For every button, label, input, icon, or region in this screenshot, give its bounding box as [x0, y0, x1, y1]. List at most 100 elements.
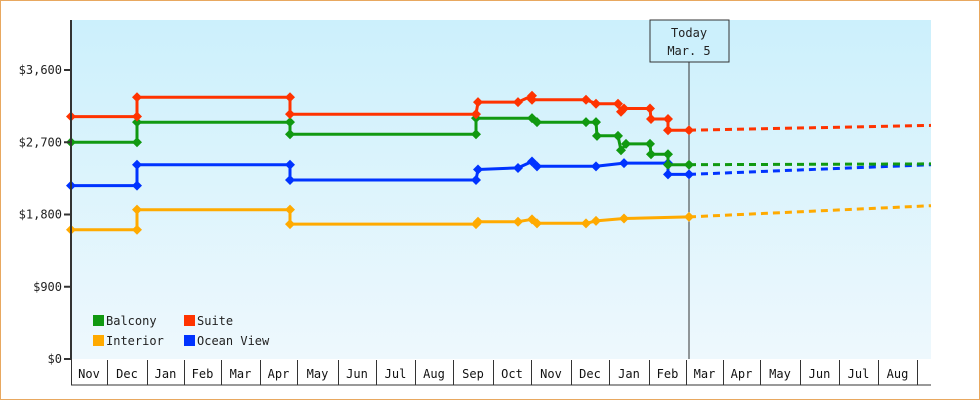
- x-tick-label: Jun: [809, 367, 831, 381]
- data-point-marker[interactable]: [592, 130, 602, 141]
- data-point-marker[interactable]: [132, 180, 142, 191]
- data-point-marker[interactable]: [591, 161, 601, 172]
- today-date: Mar. 5: [667, 44, 710, 58]
- x-tick-label: Jul: [848, 367, 870, 381]
- legend-item-balcony[interactable]: Balcony: [93, 314, 157, 328]
- data-point-marker[interactable]: [285, 92, 295, 103]
- data-point-marker[interactable]: [645, 138, 655, 149]
- data-point-marker[interactable]: [663, 149, 673, 160]
- today-label: Today: [671, 26, 707, 40]
- data-point-marker[interactable]: [591, 215, 601, 226]
- data-point-marker[interactable]: [591, 117, 601, 128]
- data-point-marker[interactable]: [473, 164, 483, 175]
- data-point-marker[interactable]: [132, 159, 142, 170]
- data-point-marker[interactable]: [513, 216, 523, 227]
- x-tick-label: May: [307, 367, 329, 381]
- data-point-marker[interactable]: [285, 204, 295, 215]
- data-point-marker[interactable]: [132, 204, 142, 215]
- data-point-marker[interactable]: [513, 162, 523, 173]
- legend-label: Ocean View: [197, 334, 270, 348]
- data-point-marker[interactable]: [613, 98, 623, 109]
- data-point-marker[interactable]: [619, 213, 629, 224]
- x-tick-label: Nov: [540, 367, 562, 381]
- x-tick-label: Apr: [268, 367, 290, 381]
- series-interior: [66, 204, 932, 235]
- x-tick-label: Sep: [462, 367, 484, 381]
- data-point-marker[interactable]: [132, 111, 142, 122]
- data-point-marker[interactable]: [581, 218, 591, 229]
- data-point-marker[interactable]: [684, 211, 694, 222]
- legend-swatch-icon: [184, 315, 195, 326]
- data-point-marker[interactable]: [646, 149, 656, 160]
- data-point-marker[interactable]: [684, 125, 694, 136]
- data-point-marker[interactable]: [663, 125, 673, 136]
- y-tick-label: $900: [33, 280, 62, 294]
- data-point-marker[interactable]: [616, 145, 626, 156]
- data-point-marker[interactable]: [663, 159, 673, 170]
- x-tick-label: Feb: [657, 367, 679, 381]
- x-tick-label: Nov: [78, 367, 100, 381]
- x-tick-label: Aug: [887, 367, 909, 381]
- plot-area: [71, 20, 931, 359]
- data-point-marker[interactable]: [132, 117, 142, 128]
- x-tick-label: Dec: [116, 367, 138, 381]
- data-point-marker[interactable]: [471, 129, 481, 140]
- data-point-marker[interactable]: [471, 109, 481, 120]
- legend-swatch-icon: [93, 335, 104, 346]
- y-tick-label: $2,700: [19, 135, 62, 149]
- data-point-marker[interactable]: [513, 97, 523, 108]
- data-point-marker[interactable]: [527, 94, 537, 105]
- legend: Balcony Suite Interior Ocean View: [93, 314, 270, 348]
- x-axis-months: Nov Dec Jan Feb Mar Apr May Jun Jul Aug Sep Oct Nov D…: [71, 360, 931, 386]
- data-point-marker[interactable]: [646, 113, 656, 124]
- x-tick-label: Jan: [618, 367, 640, 381]
- data-point-marker[interactable]: [581, 94, 591, 105]
- legend-item-suite[interactable]: Suite: [184, 314, 233, 328]
- data-point-marker[interactable]: [132, 92, 142, 103]
- data-point-marker[interactable]: [473, 216, 483, 227]
- x-tick-label: Oct: [501, 367, 523, 381]
- legend-swatch-icon: [93, 315, 104, 326]
- data-point-marker[interactable]: [684, 159, 694, 170]
- x-tick-label: Jun: [346, 367, 368, 381]
- data-point-marker[interactable]: [471, 174, 481, 185]
- data-point-marker[interactable]: [473, 97, 483, 108]
- data-point-marker[interactable]: [663, 169, 673, 180]
- data-point-marker[interactable]: [613, 130, 623, 141]
- legend-label: Suite: [197, 314, 233, 328]
- legend-item-ocean-view[interactable]: Ocean View: [184, 334, 270, 348]
- data-point-marker[interactable]: [285, 219, 295, 230]
- x-tick-label: Mar: [694, 367, 716, 381]
- data-point-marker[interactable]: [132, 224, 142, 235]
- y-tick-label: $3,600: [19, 63, 62, 77]
- legend-swatch-icon: [184, 335, 195, 346]
- x-tick-label: Apr: [731, 367, 753, 381]
- data-point-marker[interactable]: [285, 109, 295, 120]
- data-point-marker[interactable]: [285, 129, 295, 140]
- data-point-marker[interactable]: [581, 117, 591, 128]
- data-point-marker[interactable]: [591, 98, 601, 109]
- data-point-marker[interactable]: [285, 117, 295, 128]
- series-layer: [66, 90, 932, 235]
- x-tick-label: Dec: [579, 367, 601, 381]
- data-point-marker[interactable]: [285, 174, 295, 185]
- y-tick-label: $0: [48, 352, 62, 366]
- data-point-marker[interactable]: [532, 117, 542, 128]
- data-point-marker[interactable]: [285, 159, 295, 170]
- legend-label: Interior: [106, 334, 164, 348]
- data-point-marker[interactable]: [619, 158, 629, 169]
- data-point-marker[interactable]: [532, 161, 542, 172]
- data-point-marker[interactable]: [663, 113, 673, 124]
- legend-item-interior[interactable]: Interior: [93, 334, 164, 348]
- x-tick-label: Aug: [423, 367, 445, 381]
- data-point-marker[interactable]: [621, 138, 631, 149]
- data-point-marker[interactable]: [532, 218, 542, 229]
- data-point-marker[interactable]: [132, 137, 142, 148]
- x-tick-label: Jan: [155, 367, 177, 381]
- data-point-marker[interactable]: [645, 103, 655, 114]
- data-point-marker[interactable]: [619, 103, 629, 114]
- x-tick-label: Feb: [192, 367, 214, 381]
- x-tick-label: Mar: [230, 367, 252, 381]
- data-point-marker[interactable]: [684, 169, 694, 180]
